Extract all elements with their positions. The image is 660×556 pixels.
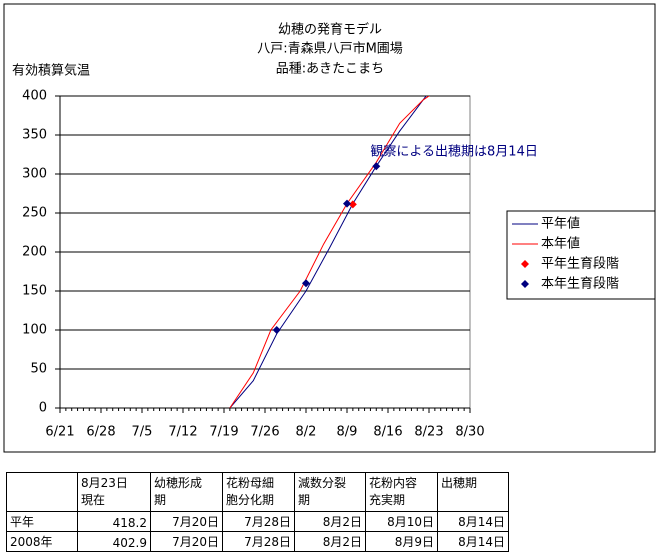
point — [372, 162, 381, 171]
plot-marks — [229, 96, 430, 408]
cell: 8月2日 — [294, 531, 366, 552]
table-header-row: 8月23日 現在 幼穂形成期花粉母細 胞分化期 減数分裂期花粉内容 充実期 出穂期 — [6, 472, 509, 512]
x-tick-label: 6/28 — [86, 425, 115, 440]
cell: 8月10日 — [365, 511, 438, 532]
cell: 7月28日 — [222, 511, 295, 532]
cell: 8月2日 — [294, 511, 366, 532]
header-cell — [6, 472, 78, 512]
y-axis-label: 有効積算気温 — [12, 63, 90, 79]
header-cell: 減数分裂期 — [294, 472, 366, 512]
line-series — [229, 96, 430, 408]
y-tick-label: 100 — [22, 323, 47, 338]
header-text: 現在 — [81, 493, 106, 507]
header-text: 8月23日 — [81, 476, 128, 490]
y-tick-label: 350 — [22, 128, 47, 143]
legend-label: 平年値 — [541, 216, 580, 232]
header-cell: 8月23日現在 — [77, 472, 151, 512]
cell: 8月14日 — [437, 511, 509, 532]
cell: 402.9 — [77, 531, 151, 552]
x-tick-label: 7/26 — [250, 425, 279, 440]
x-tick-label: 8/9 — [337, 425, 358, 440]
header-text: 出穂期 — [441, 476, 478, 490]
header-text: 花粉内容 — [369, 476, 418, 490]
x-tick-label: 7/12 — [168, 425, 197, 440]
table: 8月23日 現在 幼穂形成期花粉母細 胞分化期 減数分裂期花粉内容 充実期 出穂期 平年 418… — [6, 472, 509, 552]
legend-label: 本年生育段階 — [541, 276, 619, 292]
annotation: 観察による出穂期は8月14日 — [370, 144, 537, 159]
chart-title: 八戸:青森県八戸市M圃場 — [257, 41, 403, 57]
y-tick-label: 300 — [22, 167, 47, 182]
x-tick-label: 8/16 — [373, 425, 402, 440]
cell: 7月20日 — [150, 531, 223, 552]
cell: 7月20日 — [150, 511, 223, 532]
legend-swatch — [521, 260, 529, 268]
y-tick-label: 250 — [22, 206, 47, 221]
header-text: 胞分化期 — [226, 493, 275, 507]
chart: 幼穂の発育モデル 八戸:青森県八戸市M圃場 品種:あきたこまち 有効積算気温 0… — [3, 3, 656, 453]
legend-box — [506, 210, 656, 300]
cell: 8月14日 — [437, 531, 509, 552]
chart-title: 品種:あきたこまち — [276, 61, 384, 77]
legend-label: 平年生育段階 — [541, 256, 619, 272]
header-text: 期 — [154, 493, 167, 507]
legend-label: 本年値 — [541, 236, 580, 252]
x-tick-label: 8/23 — [414, 425, 443, 440]
header-cell: 花粉母細 胞分化期 — [222, 472, 295, 512]
table-row: 平年 418.2 7月20日 7月28日 8月2日 8月10日 8月14日 — [6, 511, 509, 532]
header-text: 花粉母細 — [226, 476, 275, 490]
x-tick-label: 8/2 — [296, 425, 317, 440]
header-cell: 花粉内容 充実期 — [365, 472, 438, 512]
y-tick-label: 0 — [39, 401, 47, 416]
cell: 8月9日 — [365, 531, 438, 552]
x-tick-label: 6/21 — [45, 425, 74, 440]
cell: 418.2 — [77, 511, 151, 532]
x-tick-label: 7/5 — [132, 425, 153, 440]
legend-swatch — [521, 280, 529, 288]
y-tick-label: 200 — [22, 245, 47, 260]
line-series — [229, 96, 427, 408]
header-cell: 出穂期 — [437, 472, 509, 512]
header-text: 期 — [298, 493, 311, 507]
header-text: 減数分裂 — [298, 476, 347, 490]
point — [348, 200, 357, 209]
table-row: 2008年 402.9 7月20日 7月28日 8月2日 8月9日 8月14日 — [6, 531, 509, 552]
header-text: 幼穂形成 — [154, 476, 203, 490]
point — [272, 326, 281, 334]
chart-title: 幼穂の発育モデル — [278, 22, 382, 38]
y-tick-label: 50 — [30, 362, 47, 377]
x-tick-label: 7/19 — [209, 425, 238, 440]
row-header: 2008年 — [6, 531, 78, 552]
point — [343, 199, 351, 208]
y-tick-label: 400 — [22, 89, 47, 104]
point — [302, 279, 310, 288]
header-text: 充実期 — [369, 493, 406, 507]
x-tick-label: 8/30 — [455, 425, 484, 440]
y-tick-label: 150 — [22, 284, 47, 299]
cell: 7月28日 — [222, 531, 295, 552]
header-cell: 幼穂形成期 — [150, 472, 223, 512]
row-header: 平年 — [6, 511, 78, 532]
